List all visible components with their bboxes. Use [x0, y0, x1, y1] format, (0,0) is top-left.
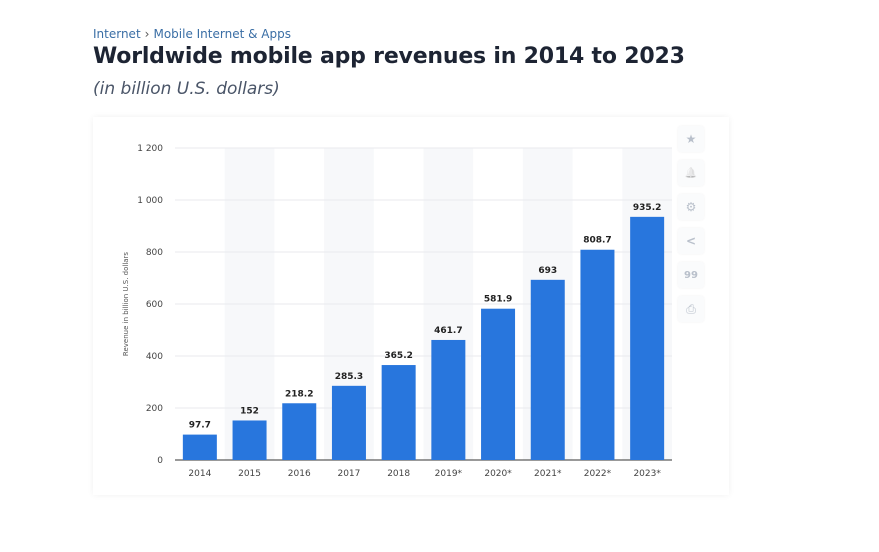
quote-icon: 99 [684, 269, 698, 281]
cite-button[interactable]: 99 [678, 262, 704, 288]
y-tick-label: 0 [157, 456, 163, 466]
share-icon: < [685, 234, 697, 248]
bar-2021* [530, 279, 565, 460]
breadcrumb-mobile-internet-apps[interactable]: Mobile Internet & Apps [153, 27, 291, 41]
x-tick-label: 2022* [584, 469, 612, 479]
y-tick-label: 200 [146, 404, 163, 414]
data-label: 365.2 [384, 351, 412, 361]
print-button[interactable]: ⎙ [678, 296, 704, 322]
chart-toolbar: ★ 🔔 ⚙ < 99 ⎙ [678, 126, 712, 330]
favorite-button[interactable]: ★ [678, 126, 704, 152]
bar-2019* [431, 339, 466, 460]
bar-2017 [331, 385, 366, 460]
data-label: 152 [240, 406, 259, 416]
y-tick-label: 800 [146, 248, 163, 258]
bar-2020* [481, 308, 516, 460]
page-title: Worldwide mobile app revenues in 2014 to… [93, 44, 685, 69]
gear-icon: ⚙ [685, 200, 697, 214]
y-tick-label: 600 [146, 300, 163, 310]
bar-2023* [630, 216, 665, 460]
chart-card: 0 200 400 600 800 1 000 1 200 97.7 2014 152 2015 21… [93, 117, 729, 495]
page-subtitle: (in billion U.S. dollars) [93, 79, 280, 99]
bar-2015 [232, 420, 267, 460]
y-tick-label: 1 000 [137, 196, 163, 206]
data-label: 218.2 [285, 389, 313, 399]
x-tick-label: 2016 [288, 469, 311, 479]
bar-2014 [182, 434, 217, 460]
bar-2022* [580, 249, 615, 460]
notification-button[interactable]: 🔔 [678, 160, 704, 186]
data-label: 97.7 [189, 421, 211, 431]
bar-2018 [381, 365, 416, 460]
breadcrumb-internet[interactable]: Internet [93, 27, 141, 41]
x-tick-label: 2018 [387, 469, 410, 479]
breadcrumb: Internet › Mobile Internet & Apps [93, 27, 291, 41]
y-axis-label: Revenue in billion U.S. dollars [122, 252, 130, 357]
data-label: 808.7 [583, 236, 611, 246]
settings-button[interactable]: ⚙ [678, 194, 704, 220]
y-tick-label: 400 [146, 352, 163, 362]
x-tick-label: 2020* [484, 469, 512, 479]
bell-icon: 🔔 [684, 167, 698, 179]
data-label: 935.2 [633, 203, 661, 213]
x-tick-label: 2014 [188, 469, 211, 479]
star-icon: ★ [685, 132, 697, 146]
x-tick-label: 2019* [435, 469, 463, 479]
x-tick-label: 2021* [534, 469, 562, 479]
breadcrumb-separator: › [144, 27, 150, 41]
data-label: 461.7 [434, 326, 462, 336]
share-button[interactable]: < [678, 228, 704, 254]
x-tick-label: 2015 [238, 469, 261, 479]
bar-2016 [282, 403, 317, 460]
y-tick-label: 1 200 [137, 144, 163, 154]
data-label: 693 [538, 266, 557, 276]
data-label: 285.3 [335, 372, 363, 382]
data-label: 581.9 [484, 295, 512, 305]
print-icon: ⎙ [686, 301, 696, 316]
x-tick-label: 2017 [337, 469, 360, 479]
bar-chart: 0 200 400 600 800 1 000 1 200 97.7 2014 152 2015 21… [122, 144, 672, 479]
x-tick-label: 2023* [633, 469, 661, 479]
